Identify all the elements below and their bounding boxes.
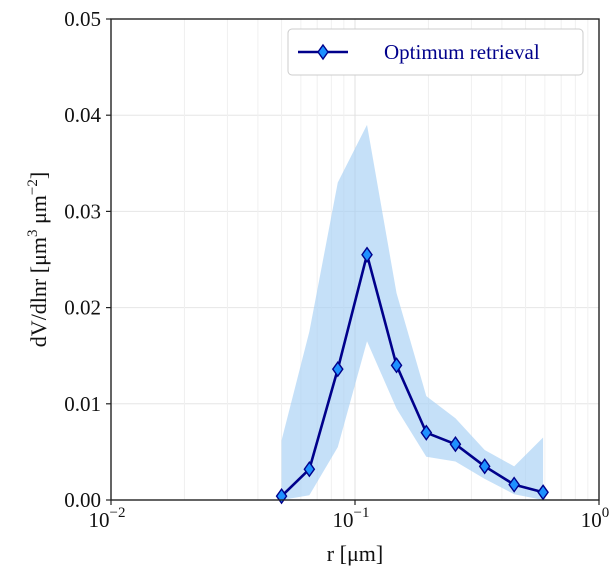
data-point-marker <box>361 246 373 263</box>
y-axis-label-suffix: ] <box>26 172 51 179</box>
y-axis-label-middle: μm <box>26 195 51 229</box>
data-point-marker <box>420 424 433 441</box>
x-tick-label: 10−2 <box>89 505 126 532</box>
legend: Optimum retrieval <box>287 28 584 76</box>
uncertainty-band <box>281 124 544 500</box>
x-axis-ticks: 10−2 10−1 100 <box>89 500 610 532</box>
y-axis-label-sup2: −2 <box>25 179 41 195</box>
y-tick-label: 0.03 <box>64 199 101 223</box>
x-tick-label: 100 <box>581 505 610 532</box>
data-point-marker <box>390 357 403 374</box>
series-layer <box>275 246 549 505</box>
data-point-marker <box>449 435 462 453</box>
legend-box <box>287 28 584 76</box>
legend-label: Optimum retrieval <box>384 40 540 64</box>
data-point-marker <box>508 476 521 493</box>
y-tick-label: 0.01 <box>64 392 101 416</box>
y-tick-label: 0.02 <box>64 296 101 320</box>
data-point-marker <box>331 360 344 378</box>
x-axis-label: r [μm] <box>327 541 383 566</box>
y-tick-label: 0.05 <box>64 7 101 31</box>
data-point-marker <box>303 461 316 478</box>
uncertainty-band-layer <box>281 124 544 500</box>
legend-marker-swatch <box>317 43 329 61</box>
y-axis-ticks: 0.00 0.01 0.02 0.03 0.04 0.05 <box>64 7 111 512</box>
y-axis-label: dV/dlnr [μm3 μm−2] <box>25 172 51 347</box>
x-tick-label: 10−1 <box>333 505 370 532</box>
y-axis-label-sup1: 3 <box>25 230 41 238</box>
series-line <box>280 253 544 498</box>
data-point-marker <box>478 458 491 475</box>
y-axis-label-prefix: dV/dlnr [μm <box>26 237 51 347</box>
y-tick-label: 0.04 <box>64 103 101 127</box>
y-tick-label: 0.00 <box>64 488 101 512</box>
